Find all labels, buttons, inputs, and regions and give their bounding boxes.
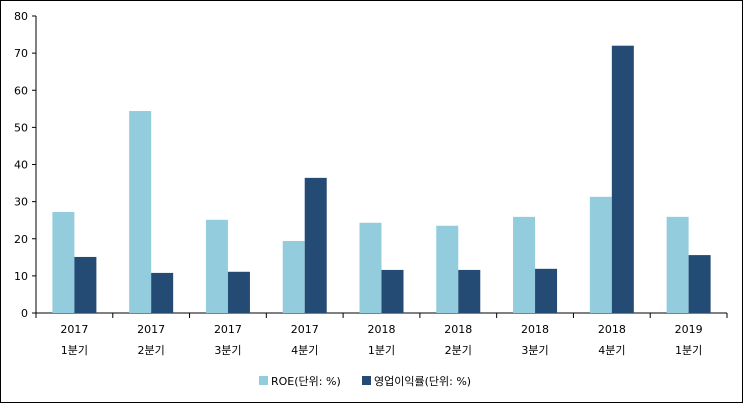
bar-operating-margin xyxy=(227,271,250,313)
x-tick-label-quarter: 4분기 xyxy=(291,344,318,357)
x-tick-label-quarter: 3분기 xyxy=(214,344,241,357)
bar-roe xyxy=(205,219,228,313)
x-tick-label-year: 2018 xyxy=(368,323,396,336)
legend-label: 영업이익률(단위: %) xyxy=(374,375,471,388)
bar-roe xyxy=(282,240,305,313)
legend-swatch xyxy=(362,376,371,385)
y-tick-label: 20 xyxy=(14,233,28,246)
x-tick-label-year: 2018 xyxy=(521,323,549,336)
legend-swatch xyxy=(259,376,268,385)
y-tick-label: 70 xyxy=(14,47,28,60)
y-tick-label: 10 xyxy=(14,270,28,283)
x-tick-label-year: 2018 xyxy=(598,323,626,336)
bar-roe xyxy=(359,222,382,313)
bar-operating-margin xyxy=(611,45,634,313)
bar-operating-margin xyxy=(74,256,97,313)
x-tick-label-quarter: 1분기 xyxy=(675,344,702,357)
bar-roe xyxy=(436,225,459,313)
x-tick-label-quarter: 4분기 xyxy=(598,344,625,357)
x-tick-label-year: 2018 xyxy=(444,323,472,336)
bar-operating-margin xyxy=(535,268,558,313)
x-tick-label-quarter: 3분기 xyxy=(521,344,548,357)
x-tick-label-quarter: 1분기 xyxy=(61,344,88,357)
bar-operating-margin xyxy=(458,269,481,313)
legend-label: ROE(단위: %) xyxy=(271,375,341,388)
x-tick-label-quarter: 2분기 xyxy=(138,344,165,357)
x-tick-label-quarter: 2분기 xyxy=(445,344,472,357)
bar-operating-margin xyxy=(151,272,174,313)
y-tick-label: 40 xyxy=(14,159,28,172)
bar-roe xyxy=(52,212,75,313)
bar-operating-margin xyxy=(688,255,711,313)
x-tick-label-year: 2017 xyxy=(291,323,319,336)
x-tick-label-year: 2019 xyxy=(675,323,703,336)
y-tick-label: 50 xyxy=(14,121,28,134)
bar-roe xyxy=(513,216,536,313)
x-tick-label-year: 2017 xyxy=(60,323,88,336)
bar-roe xyxy=(666,216,689,313)
bar-roe xyxy=(589,196,612,313)
x-tick-label-year: 2017 xyxy=(137,323,165,336)
x-tick-label-year: 2017 xyxy=(214,323,242,336)
bar-operating-margin xyxy=(381,269,404,313)
bar-operating-margin xyxy=(304,177,327,313)
y-tick-label: 0 xyxy=(21,307,28,320)
y-tick-label: 80 xyxy=(14,10,28,23)
y-tick-label: 60 xyxy=(14,84,28,97)
bar-roe xyxy=(129,111,152,313)
x-tick-label-quarter: 1분기 xyxy=(368,344,395,357)
y-tick-label: 30 xyxy=(14,196,28,209)
